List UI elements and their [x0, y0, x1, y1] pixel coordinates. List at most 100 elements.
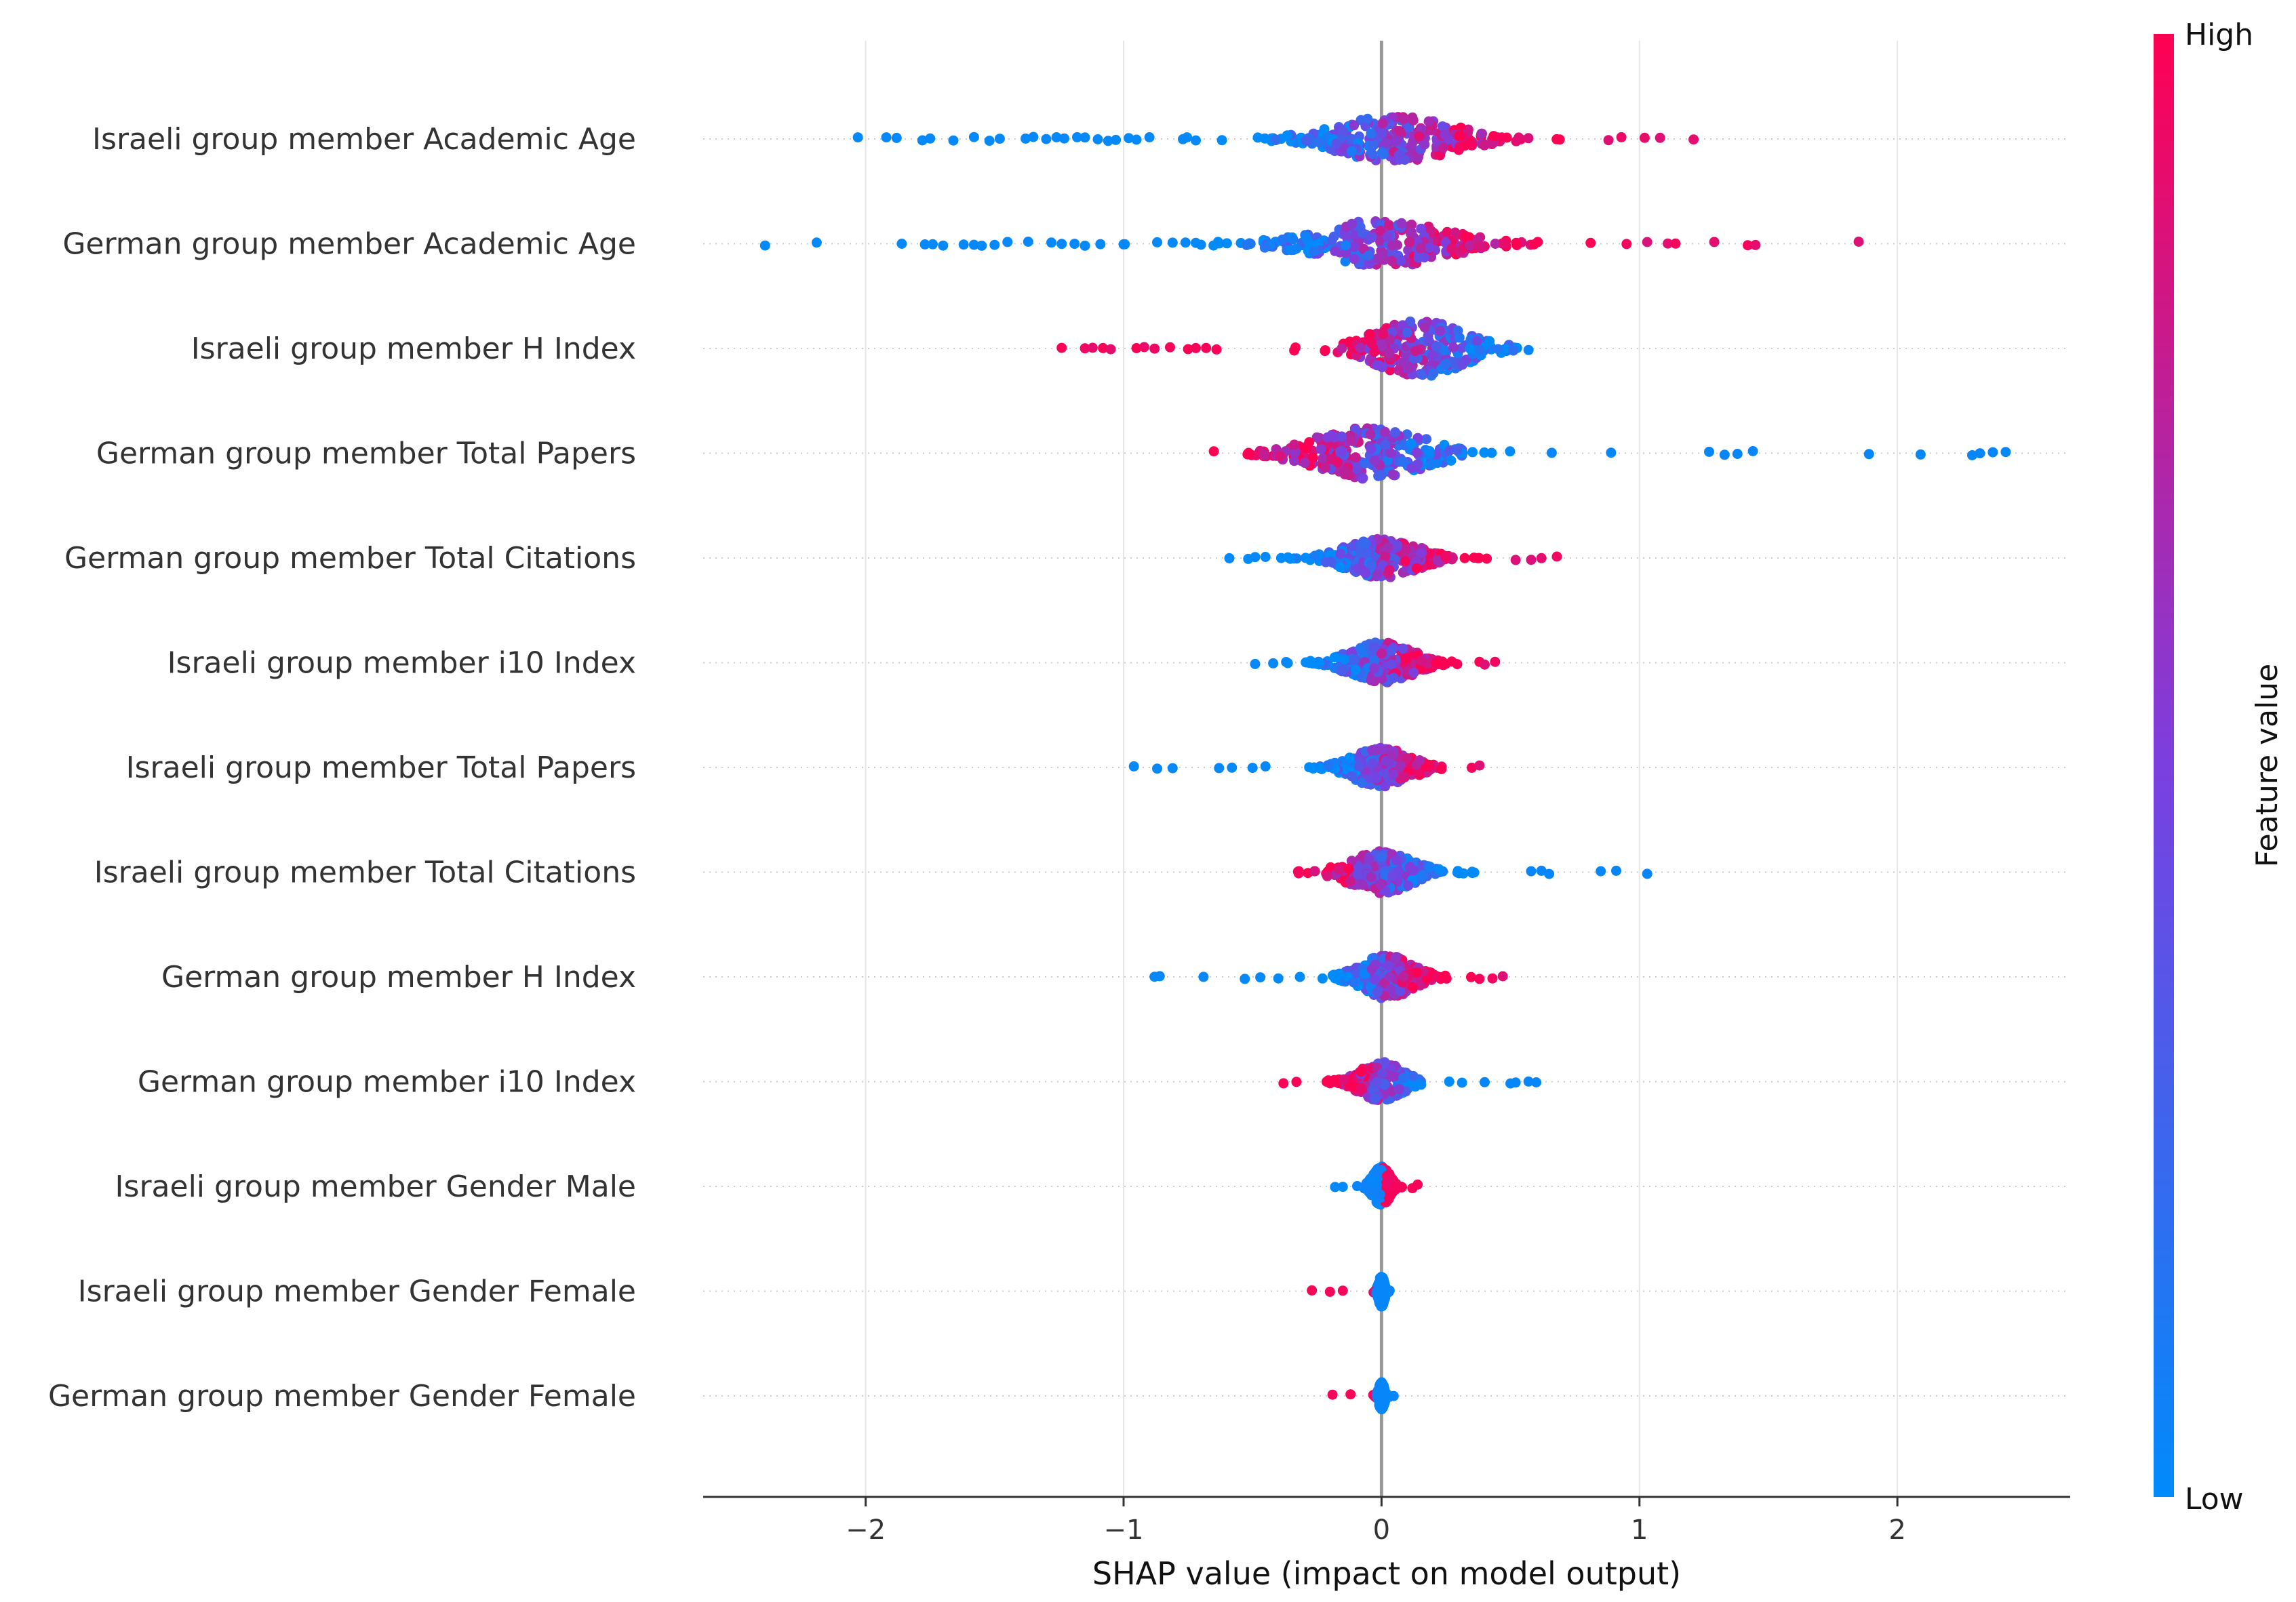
shap-point: [1208, 446, 1219, 457]
shap-point: [1603, 135, 1614, 146]
shap-point: [1317, 973, 1328, 984]
shap-point: [1480, 659, 1490, 670]
shap-point: [1511, 240, 1522, 251]
shap-point: [1352, 869, 1363, 880]
shap-point: [1388, 1390, 1399, 1401]
shap-point: [1105, 344, 1116, 355]
shap-point: [1464, 232, 1475, 243]
shap-point: [1377, 250, 1388, 261]
colorbar-title: Feature value: [2250, 664, 2284, 867]
shap-point: [1398, 643, 1408, 654]
shap-point: [1421, 434, 1431, 445]
shap-point: [1403, 880, 1414, 891]
shap-point: [1167, 763, 1178, 774]
shap-point: [1371, 773, 1382, 784]
shap-point: [1479, 447, 1490, 458]
shap-point: [1349, 241, 1360, 252]
shap-point: [1278, 1078, 1289, 1089]
shap-point: [968, 132, 979, 142]
shap-point: [1471, 336, 1482, 346]
shap-point: [1282, 130, 1292, 141]
shap-point: [1366, 338, 1377, 348]
shap-point: [1467, 140, 1478, 151]
shap-point: [1360, 458, 1370, 468]
shap-point: [1536, 553, 1547, 563]
shap-point: [1348, 541, 1358, 552]
colorbar-low-label: Low: [2185, 1482, 2244, 1517]
shap-point: [1411, 563, 1422, 574]
shap-point: [1400, 653, 1411, 664]
shap-point: [1431, 658, 1442, 668]
shap-point: [1413, 252, 1424, 263]
feature-label: German group member Academic Age: [62, 227, 636, 262]
shap-point: [1350, 664, 1361, 675]
feature-label: Israeli group member H Index: [191, 332, 636, 366]
shap-point: [1377, 1285, 1388, 1296]
shap-point: [1416, 656, 1427, 666]
shap-point: [1536, 865, 1547, 876]
shap-point: [1440, 345, 1450, 356]
shap-point: [1379, 1079, 1390, 1090]
shap-point: [1350, 452, 1361, 463]
colorbar-high-label: High: [2185, 18, 2253, 52]
shap-point: [1144, 132, 1155, 142]
shap-point: [1294, 972, 1305, 982]
shap-point: [1404, 363, 1415, 374]
shap-point: [1111, 134, 1122, 145]
shap-point: [1384, 348, 1395, 358]
shap-point: [1365, 429, 1376, 440]
feature-label: Israeli group member Gender Female: [78, 1275, 636, 1309]
shap-point: [1392, 540, 1403, 551]
shap-point: [1510, 555, 1521, 565]
shap-point: [1482, 553, 1492, 564]
shap-point: [1275, 451, 1286, 462]
shap-point: [1245, 239, 1256, 249]
shap-point: [1372, 986, 1383, 997]
shap-point: [1370, 1093, 1381, 1104]
shap-point: [1410, 346, 1421, 357]
shap-point: [1098, 342, 1109, 353]
shap-point: [1375, 225, 1386, 236]
shap-point: [1474, 345, 1485, 356]
x-tick-label: 0: [1373, 1515, 1390, 1546]
shap-point: [1377, 852, 1387, 862]
shap-point: [928, 239, 938, 249]
shap-point: [1118, 239, 1129, 249]
shap-point: [1259, 133, 1270, 144]
shap-point: [1453, 144, 1464, 155]
shap-point: [1391, 855, 1402, 866]
shap-point: [1435, 150, 1446, 161]
shap-point: [1341, 247, 1351, 258]
shap-point: [1356, 645, 1367, 656]
shap-point: [1338, 126, 1349, 137]
shap-point: [1227, 762, 1238, 773]
shap-point: [1354, 761, 1364, 772]
shap-point: [1510, 1077, 1521, 1088]
shap-point: [1315, 763, 1326, 774]
shap-point: [1167, 237, 1178, 248]
shap-point: [1337, 1182, 1348, 1193]
shap-point: [1379, 1057, 1390, 1068]
shap-point: [1467, 762, 1477, 773]
shap-point: [1446, 455, 1457, 466]
shap-point: [1366, 1173, 1376, 1184]
shap-point: [1709, 237, 1720, 247]
shap-point: [1487, 973, 1498, 984]
shap-point: [1178, 134, 1188, 144]
shap-point: [1358, 879, 1368, 890]
shap-point: [1374, 1189, 1385, 1200]
shap-point: [1377, 118, 1388, 129]
shap-point: [1492, 344, 1503, 355]
shap-point: [1670, 238, 1681, 249]
shap-point: [1380, 439, 1391, 450]
shap-point: [1511, 136, 1522, 146]
shap-point: [1402, 753, 1412, 763]
shap-point: [1476, 128, 1487, 139]
shap-point: [1442, 226, 1452, 237]
shap-point: [1021, 133, 1031, 144]
shap-point: [1366, 559, 1377, 569]
shap-point: [1195, 239, 1206, 250]
shap-point: [1412, 1179, 1423, 1190]
shap-point: [1452, 445, 1463, 456]
shap-point: [1343, 863, 1354, 874]
